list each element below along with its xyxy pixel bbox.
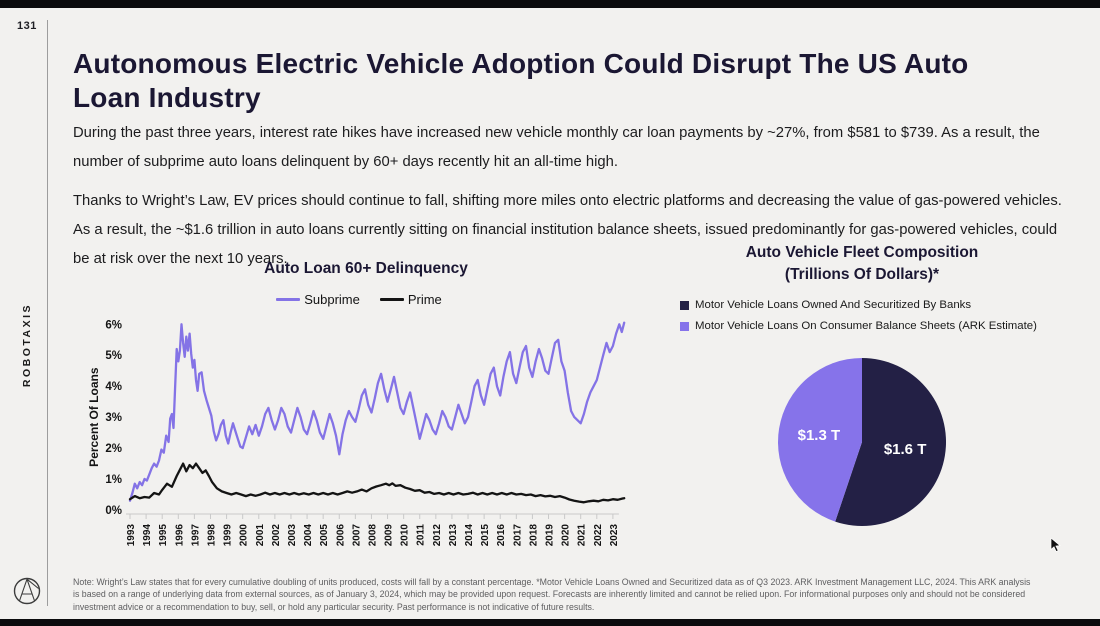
- pie-chart-legend: Motor Vehicle Loans Owned And Securitize…: [680, 299, 1037, 341]
- svg-text:2007: 2007: [351, 524, 362, 547]
- slide-title: Autonomous Electric Vehicle Adoption Cou…: [73, 47, 969, 113]
- body-paragraph-2: Thanks to Wright’s Law, EV prices should…: [73, 192, 1062, 267]
- pie-legend-label-banks: Motor Vehicle Loans Owned And Securitize…: [695, 299, 972, 311]
- banks-loans-swatch: [680, 300, 689, 310]
- svg-text:2009: 2009: [384, 524, 395, 547]
- svg-text:1%: 1%: [105, 474, 122, 486]
- bottom-black-bar: [0, 619, 1100, 626]
- delinquency-line-chart: 1993 1994 1995 1996 1997 1998 1999 2000 2001 2002…: [88, 319, 626, 547]
- svg-text:2012: 2012: [432, 524, 443, 547]
- svg-text:2017: 2017: [512, 524, 523, 547]
- series-subprime-line: [128, 321, 626, 502]
- svg-text:2021: 2021: [577, 524, 588, 547]
- pie-slice-label: $1.6 T: [884, 441, 927, 458]
- pie-chart-title: Auto Vehicle Fleet Composition (Trillion…: [662, 242, 1062, 286]
- pie-slice--1-3-t: [778, 358, 862, 522]
- svg-text:2000: 2000: [239, 524, 250, 547]
- pie-legend-item-consumer: Motor Vehicle Loans On Consumer Balance …: [680, 320, 1037, 332]
- svg-text:6%: 6%: [105, 319, 122, 331]
- legend-item-prime: Prime: [379, 292, 442, 307]
- pie-legend-item-banks: Motor Vehicle Loans Owned And Securitize…: [680, 299, 1037, 311]
- svg-text:2023: 2023: [609, 524, 620, 547]
- line-chart-title: Auto Loan 60+ Delinquency: [264, 260, 468, 277]
- svg-text:2019: 2019: [545, 524, 556, 547]
- svg-text:3%: 3%: [105, 412, 122, 424]
- legend-label-subprime: Subprime: [304, 292, 360, 307]
- subprime-line-swatch: [276, 298, 301, 301]
- svg-text:2022: 2022: [593, 524, 604, 547]
- svg-text:1995: 1995: [158, 524, 169, 547]
- svg-text:2008: 2008: [367, 524, 378, 547]
- svg-text:1999: 1999: [223, 524, 234, 547]
- consumer-loans-swatch: [680, 321, 689, 331]
- svg-text:0%: 0%: [105, 505, 122, 517]
- svg-text:1994: 1994: [142, 524, 153, 547]
- footnote-disclaimer: Note: Wright’s Law states that for every…: [73, 576, 1031, 612]
- line-chart-legend: Subprime Prime: [88, 292, 644, 307]
- svg-text:1998: 1998: [206, 524, 217, 547]
- section-label-robotaxis: ROBOTAXIS: [21, 302, 33, 388]
- svg-text:2005: 2005: [319, 524, 330, 547]
- svg-text:2002: 2002: [271, 524, 282, 547]
- svg-text:2018: 2018: [528, 524, 539, 547]
- svg-text:2001: 2001: [255, 524, 266, 547]
- svg-text:2015: 2015: [480, 524, 491, 547]
- series-prime-line: [128, 462, 626, 504]
- prime-line-swatch: [379, 298, 404, 301]
- pie-legend-label-consumer: Motor Vehicle Loans On Consumer Balance …: [695, 320, 1037, 332]
- svg-text:2014: 2014: [464, 524, 475, 547]
- svg-text:2010: 2010: [400, 524, 411, 547]
- legend-item-subprime: Subprime: [276, 292, 360, 307]
- mouse-cursor: [1050, 538, 1061, 553]
- page-number: 131: [17, 20, 37, 32]
- vertical-divider-line: [47, 20, 48, 606]
- pie-title-line-1: Auto Vehicle Fleet Composition: [745, 244, 979, 261]
- svg-text:2003: 2003: [287, 524, 298, 547]
- svg-text:2013: 2013: [448, 524, 459, 547]
- top-black-bar: [0, 0, 1100, 8]
- y-axis-label: Percent Of Loans: [88, 367, 101, 467]
- ark-logo-icon: [13, 577, 41, 605]
- pie-slice-label: $1.3 T: [798, 427, 841, 444]
- svg-text:2006: 2006: [335, 524, 346, 547]
- legend-label-prime: Prime: [407, 292, 442, 307]
- svg-text:4%: 4%: [105, 381, 122, 393]
- svg-text:2020: 2020: [561, 524, 572, 547]
- svg-text:1997: 1997: [190, 524, 201, 547]
- body-paragraph-1: During the past three years, interest ra…: [73, 124, 1040, 170]
- svg-text:2011: 2011: [416, 524, 427, 546]
- svg-text:1996: 1996: [174, 524, 185, 547]
- pie-slice--1-6-t: [835, 358, 947, 526]
- pie-title-line-2: (Trillions Of Dollars)*: [784, 266, 940, 283]
- svg-text:5%: 5%: [105, 350, 122, 362]
- svg-text:2%: 2%: [105, 443, 122, 455]
- svg-text:1993: 1993: [126, 524, 137, 547]
- svg-text:2016: 2016: [496, 524, 507, 547]
- fleet-composition-pie-chart: $1.6 T $1.3 T: [778, 358, 947, 526]
- svg-text:2004: 2004: [303, 524, 314, 547]
